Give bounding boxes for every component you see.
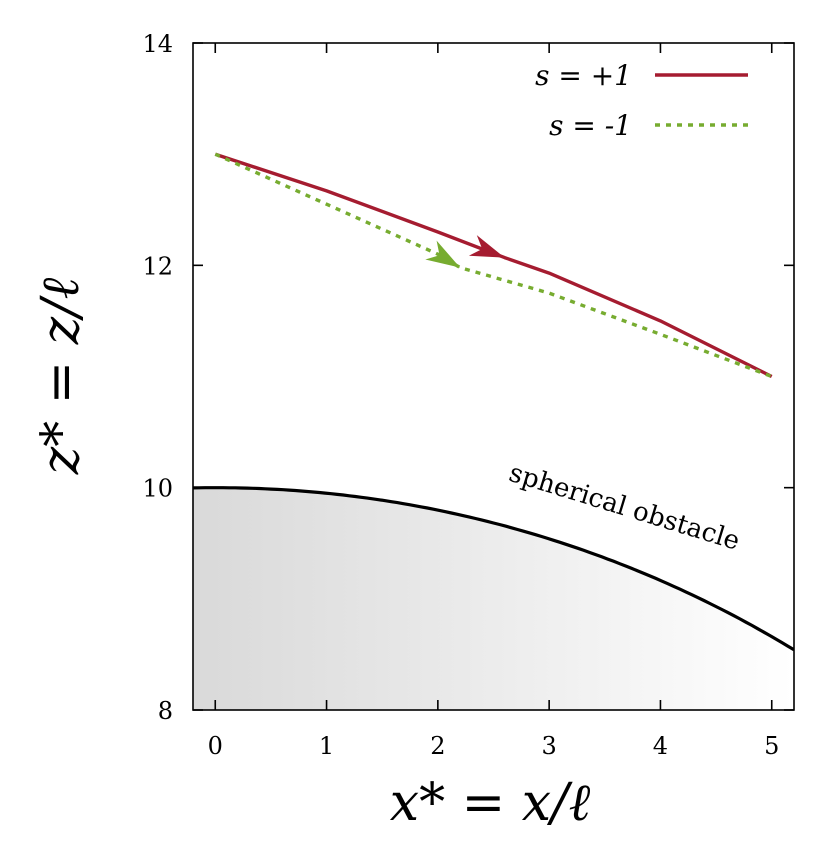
y-tick-label: 14	[142, 30, 173, 58]
x-tick-label: 1	[319, 732, 334, 760]
plot-frame	[192, 42, 795, 711]
legend-label-2: s = -1	[549, 109, 632, 142]
x-tick-label: 4	[653, 732, 668, 760]
legend-label-1: s = +1	[535, 59, 632, 92]
obstacle-boundary-curve	[193, 486, 794, 652]
series-arrow-1	[468, 235, 505, 258]
x-tick-label: 2	[430, 732, 445, 760]
legend: s = +1 s = -1	[535, 59, 748, 142]
y-axis-title: z* = z/ℓ	[31, 277, 91, 475]
y-tick-label: 8	[158, 697, 173, 725]
series-arrow-2	[425, 240, 461, 268]
y-tick-label: 12	[142, 252, 173, 280]
x-tick-label: 3	[542, 732, 557, 760]
x-axis-title: x* = x/ℓ	[390, 773, 591, 833]
obstacle-fill	[193, 487, 794, 710]
x-tick-label: 0	[208, 732, 223, 760]
series-line-2	[214, 152, 773, 379]
x-tick-label: 5	[764, 732, 779, 760]
y-tick-label: 10	[142, 475, 173, 503]
